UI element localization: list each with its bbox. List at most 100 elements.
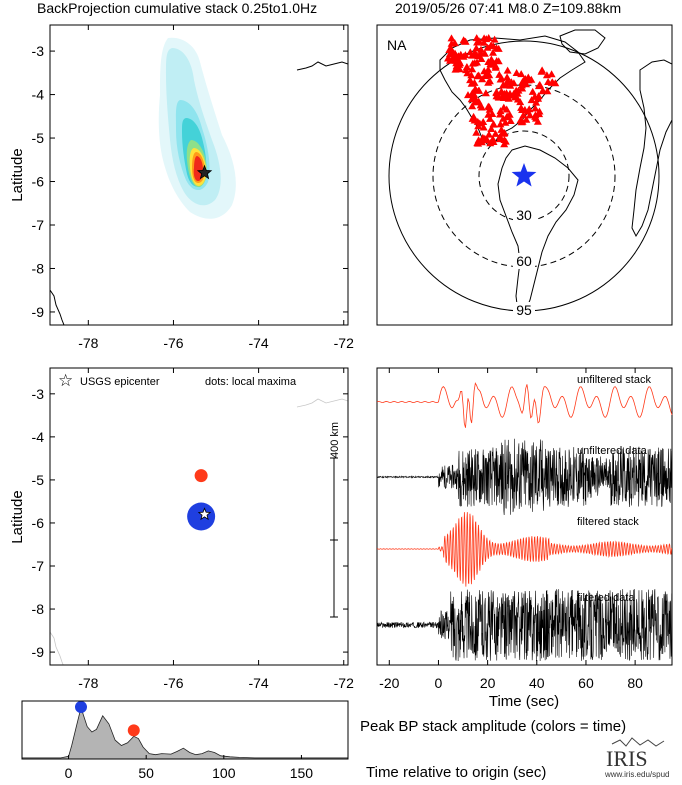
epicenter-star (196, 164, 213, 180)
station-triangle (488, 110, 497, 117)
trace-label-unfiltered-stack: unfiltered stack (577, 374, 651, 386)
y-tick-label: -6 (32, 515, 45, 531)
x-tick-label: -78 (78, 335, 98, 351)
y-tick-label: -4 (32, 87, 45, 103)
station-triangle (451, 65, 460, 73)
station-triangle (447, 34, 456, 42)
trace-label-filtered-data: filtered data (577, 592, 635, 604)
y-tick-label: -5 (32, 472, 45, 488)
station-triangle (506, 117, 515, 124)
station-triangle (472, 128, 481, 136)
ring-label-bg-60 (513, 253, 535, 269)
legend-dots: dots: local maxima (205, 376, 297, 388)
station-triangle (472, 96, 481, 104)
station-triangle (517, 70, 526, 78)
peak-amplitude-area (21, 706, 349, 760)
station-triangle (472, 44, 481, 52)
trace-filtered-data (376, 589, 673, 661)
station-triangle (446, 44, 455, 52)
y-tick-label: -5 (32, 130, 45, 146)
y-tick-label: -8 (32, 601, 45, 617)
x-tick-label: 150 (290, 765, 314, 781)
station-triangle (464, 91, 472, 99)
station-triangle (489, 120, 498, 128)
local-maximum-red (194, 469, 208, 483)
station-triangle (499, 103, 508, 111)
coastline-ne (296, 61, 348, 71)
station-triangle (525, 111, 534, 119)
ring-label-95: 95 (516, 302, 532, 318)
x-tick-label: -76 (163, 675, 183, 691)
station-triangle (484, 65, 493, 73)
station-triangle (518, 84, 527, 92)
station-triangle (522, 115, 531, 123)
legend-star-icon: ☆ (58, 371, 73, 390)
station-triangle (479, 118, 488, 125)
station-triangle (533, 117, 542, 125)
station-triangle (551, 79, 560, 87)
station-triangle (469, 112, 478, 120)
station-triangle (474, 122, 483, 130)
iris-logo-url: www.iris.edu/spud (604, 770, 669, 779)
station-triangle (479, 38, 488, 46)
local-maxima-ylabel: Latitude (9, 490, 26, 543)
station-triangle (488, 60, 497, 68)
right-title: 2019/05/26 07:41 M8.0 Z=109.88km (395, 0, 621, 16)
station-triangle (450, 39, 459, 47)
x-tick-label: 40 (529, 675, 545, 691)
ring-label-30: 30 (516, 207, 532, 223)
station-triangle (487, 41, 495, 49)
station-triangle (500, 136, 509, 143)
station-triangle (512, 69, 521, 76)
backprojection-panel: -78 -76 -74 -72 -3 -4 -5 -6 -7 -8 -9 Latitude (9, 24, 354, 351)
station-triangle (474, 136, 483, 144)
station-triangle (485, 103, 494, 111)
station-triangle (489, 48, 497, 56)
station-triangle (468, 65, 477, 73)
coastline-sw (50, 289, 65, 325)
x-tick-label: 50 (138, 765, 154, 781)
station-triangle (461, 37, 470, 45)
x-tick-label: -74 (248, 335, 268, 351)
station-triangle (452, 56, 461, 64)
x-tick-label: -74 (248, 675, 268, 691)
station-triangle (487, 125, 496, 132)
x-tick-label: -72 (334, 675, 354, 691)
station-triangle (494, 44, 503, 52)
station-triangle (518, 117, 527, 125)
station-triangle (484, 34, 493, 41)
station-triangle (535, 80, 544, 88)
trace-filtered-stack (376, 512, 673, 587)
station-triangle (472, 34, 481, 42)
peak-amplitude-xlabel: Time relative to origin (sec) (366, 764, 546, 781)
trace-label-filtered-stack: filtered stack (577, 516, 639, 528)
y-tick-label: -7 (32, 217, 45, 233)
station-triangle (481, 89, 490, 97)
station-triangle (490, 35, 499, 43)
station-triangle (503, 66, 512, 74)
ring-label-bg-30 (513, 207, 535, 223)
station-triangle (532, 98, 541, 106)
station-triangle (500, 129, 509, 136)
station-triangle (503, 112, 512, 120)
station-triangle (467, 71, 476, 79)
y-tick-label: -3 (32, 386, 45, 402)
station-triangle (496, 120, 505, 128)
station-triangle (474, 71, 483, 79)
y-tick-label: -7 (32, 558, 45, 574)
station-triangle (544, 78, 553, 85)
y-tick-label: -9 (32, 644, 45, 660)
x-tick-label: -76 (163, 335, 183, 351)
trace-label-unfiltered-data: unfiltered data (577, 445, 648, 457)
north-america-outline (439, 35, 586, 146)
time-marker-blue (74, 701, 87, 713)
station-triangle (468, 59, 477, 67)
europe-africa-outline (631, 59, 672, 238)
waveform-frame (376, 367, 673, 666)
y-tick-label: -4 (32, 429, 45, 445)
legend-epicenter: USGS epicenter (80, 376, 160, 388)
station-triangle (547, 70, 556, 78)
coastline-sw-3 (50, 631, 64, 665)
backprojection-ylabel: Latitude (9, 148, 26, 201)
